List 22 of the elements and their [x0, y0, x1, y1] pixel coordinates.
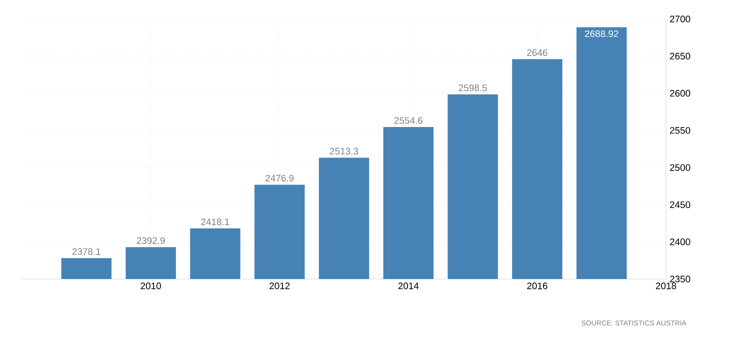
- y-tick-label: 2650: [670, 52, 690, 60]
- y-tick-label: 2350: [670, 276, 690, 282]
- y-tick-label: 2550: [670, 127, 690, 134]
- data-label: 2513.3: [330, 148, 358, 155]
- data-label: 2646: [527, 49, 548, 56]
- data-label: 2554.6: [394, 117, 422, 124]
- data-label: 2378.1: [72, 248, 100, 255]
- data-label: 2688.92: [584, 30, 618, 38]
- data-label: 2392.9: [136, 237, 165, 244]
- y-tick-label: 2700: [670, 16, 690, 22]
- y-tick-label: 2400: [670, 238, 690, 246]
- x-tick-label: 2018: [656, 282, 676, 290]
- x-tick-label: 2016: [527, 282, 548, 290]
- y-tick-label: 2450: [670, 201, 690, 208]
- data-label: 2476.9: [266, 174, 294, 182]
- data-label: 2418.1: [201, 218, 230, 226]
- y-tick-label: 2600: [670, 90, 690, 97]
- x-tick-label: 2014: [398, 282, 419, 290]
- x-tick-label: 2012: [270, 282, 290, 290]
- x-tick-label: 2010: [140, 282, 161, 290]
- y-tick-label: 2500: [670, 164, 690, 171]
- data-label: 2598.5: [458, 84, 487, 92]
